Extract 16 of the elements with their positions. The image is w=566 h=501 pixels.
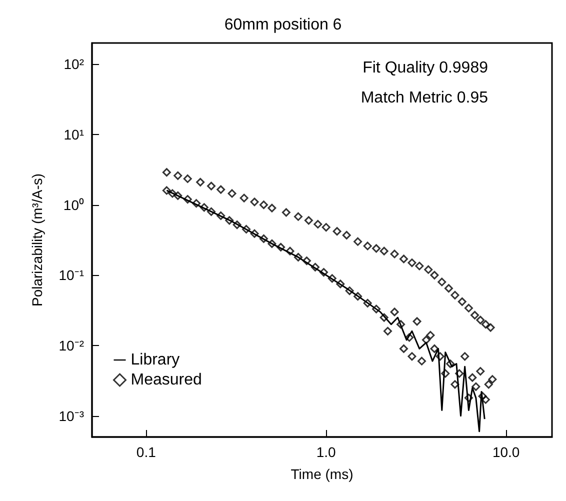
annotation: Match Metric 0.95 (360, 90, 488, 106)
y-tick-label: 10⁻¹ (58, 267, 84, 284)
y-tick-label: 10⁻² (58, 337, 84, 354)
y-tick-label: 10² (64, 56, 84, 72)
x-tick-label: 0.1 (136, 444, 156, 460)
annotation: Fit Quality 0.9989 (362, 60, 488, 76)
y-tick-label: 10⁰ (63, 196, 84, 213)
legend-label: Library (130, 352, 180, 368)
chart-title: 60mm position 6 (224, 16, 342, 34)
x-axis-title: Time (ms) (290, 466, 354, 482)
x-tick-label: 1.0 (316, 444, 336, 460)
y-tick-label: 10¹ (64, 126, 84, 143)
x-tick-label: 10.0 (492, 444, 520, 460)
y-axis-title: Polarizability (m³/A-s) (29, 173, 45, 307)
legend-label: Measured (130, 372, 202, 388)
y-tick-label: 10⁻³ (58, 408, 84, 424)
